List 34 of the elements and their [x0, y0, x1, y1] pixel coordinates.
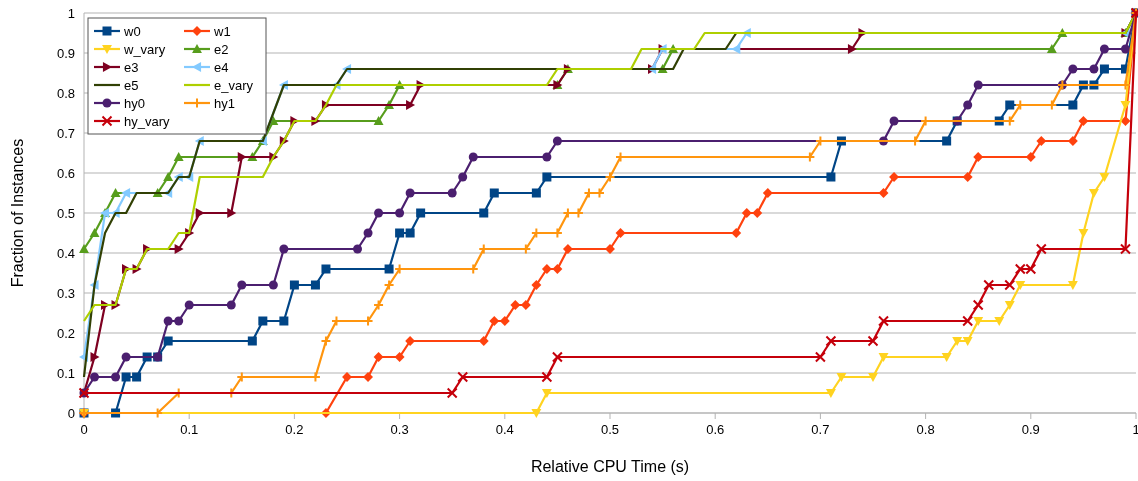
x-tick-label: 0 — [80, 422, 88, 437]
legend-label: e_vary — [214, 78, 254, 93]
legend-label: hy_vary — [124, 114, 171, 129]
legend-label: w_vary — [123, 42, 166, 57]
x-tick-label: 0.7 — [811, 422, 830, 437]
y-tick-label: 0.7 — [56, 125, 75, 141]
legend-label: e5 — [124, 78, 139, 93]
legend-label: e4 — [214, 60, 229, 75]
y-tick-label: 0.9 — [56, 45, 75, 61]
x-tick-label: 0.2 — [285, 422, 304, 437]
legend-label: hy0 — [124, 96, 145, 111]
legend-label: w1 — [213, 24, 231, 39]
x-tick-label: 0.9 — [1021, 422, 1040, 437]
x-tick-label: 0.1 — [180, 422, 199, 437]
legend-label: hy1 — [214, 96, 235, 111]
y-tick-label: 1 — [67, 5, 75, 21]
legend-label: e2 — [214, 42, 229, 57]
y-tick-label: 0.6 — [56, 165, 75, 181]
y-axis-title: Fraction of Instances — [9, 138, 26, 288]
y-tick-label: 0.5 — [56, 205, 75, 221]
y-tick-label: 0.3 — [56, 285, 75, 301]
x-tick-label: 0.6 — [706, 422, 725, 437]
x-tick-label: 0.3 — [390, 422, 409, 437]
y-tick-label: 0.8 — [56, 85, 75, 101]
y-tick-label: 0 — [67, 405, 75, 421]
y-tick-label: 0.1 — [56, 365, 75, 381]
x-tick-label: 0.5 — [600, 422, 620, 437]
y-tick-label: 0.2 — [56, 325, 75, 341]
x-tick-label: 0.8 — [916, 422, 935, 437]
legend-label: w0 — [123, 24, 141, 39]
x-tick-label: 0.4 — [495, 422, 514, 437]
legend-label: e3 — [124, 60, 139, 75]
y-tick-label: 0.4 — [56, 245, 75, 261]
x-axis-title: Relative CPU Time (s) — [530, 458, 690, 475]
